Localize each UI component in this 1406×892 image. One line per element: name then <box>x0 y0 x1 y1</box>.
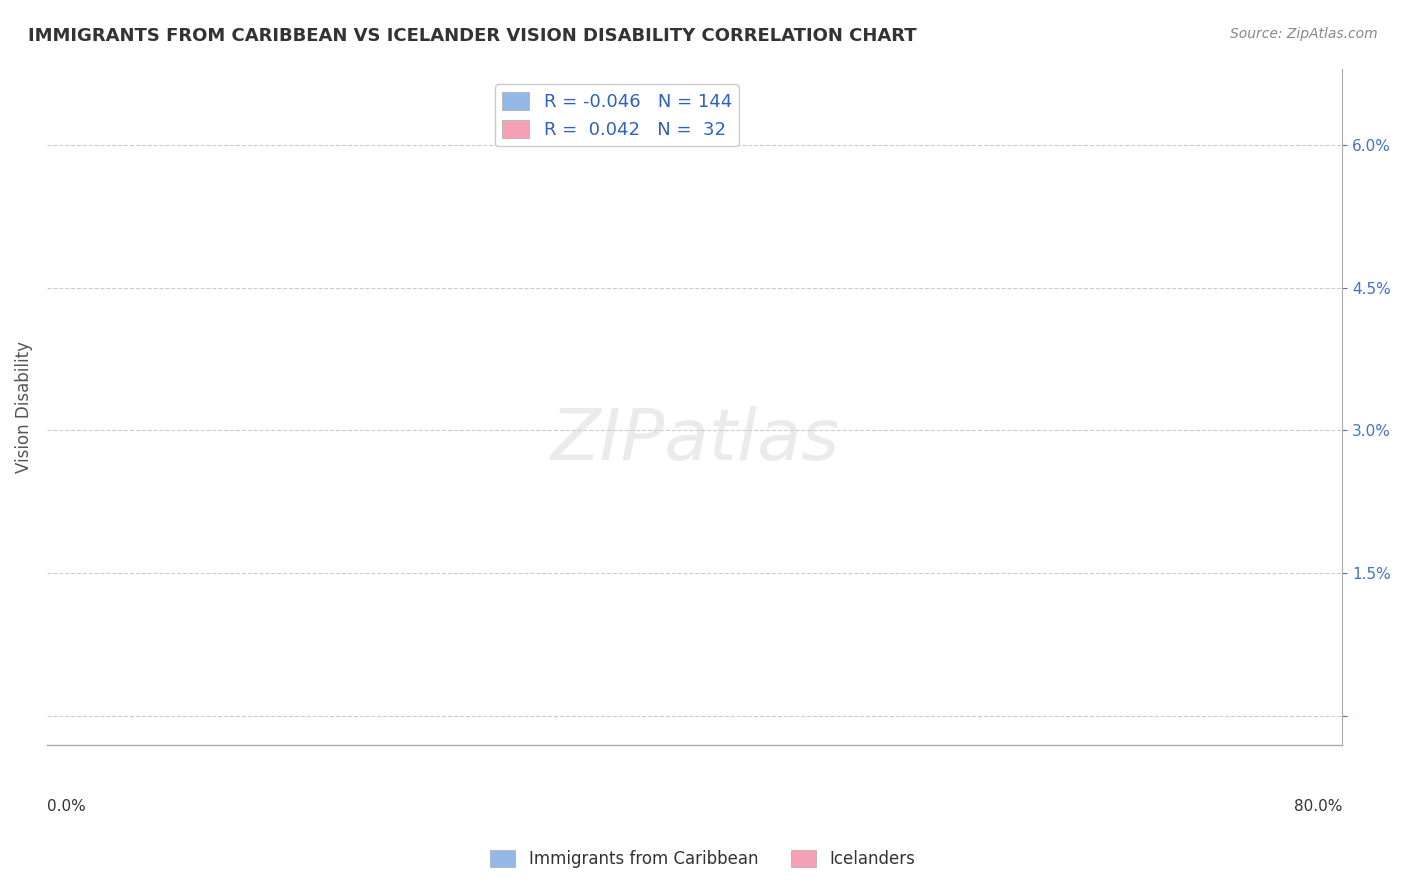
Text: IMMIGRANTS FROM CARIBBEAN VS ICELANDER VISION DISABILITY CORRELATION CHART: IMMIGRANTS FROM CARIBBEAN VS ICELANDER V… <box>28 27 917 45</box>
Legend: Immigrants from Caribbean, Icelanders: Immigrants from Caribbean, Icelanders <box>484 843 922 875</box>
Legend: R = -0.046   N = 144, R =  0.042   N =  32: R = -0.046 N = 144, R = 0.042 N = 32 <box>495 85 740 146</box>
Text: ZIPatlas: ZIPatlas <box>550 406 839 475</box>
Text: 80.0%: 80.0% <box>1294 798 1343 814</box>
Text: 0.0%: 0.0% <box>46 798 86 814</box>
Text: Source: ZipAtlas.com: Source: ZipAtlas.com <box>1230 27 1378 41</box>
Y-axis label: Vision Disability: Vision Disability <box>15 341 32 473</box>
